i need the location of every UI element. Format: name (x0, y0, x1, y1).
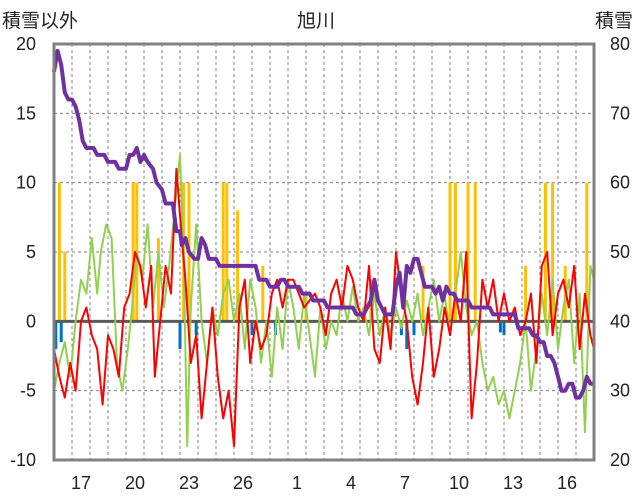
snowfall-bar-7 (221, 182, 225, 322)
precip-bar-1 (59, 321, 63, 343)
snowfall-bar-18 (524, 265, 528, 322)
x-tick-label: 1 (292, 473, 302, 493)
x-tick-label: 20 (125, 473, 145, 493)
snowfall-bar-14 (448, 182, 452, 322)
precip-bar-4 (250, 321, 254, 336)
y-left-tick-label: -5 (20, 381, 36, 401)
precip-bar-2 (178, 321, 182, 350)
x-tick-label: 17 (71, 473, 91, 493)
y-left-tick-label: -10 (10, 450, 36, 470)
x-tick-label: 23 (179, 473, 199, 493)
lines-layer (52, 48, 595, 448)
precip-bar-3 (194, 321, 198, 336)
y-right-tick-label: 30 (610, 381, 630, 401)
y-left-tick-label: 0 (26, 311, 36, 331)
snowfall-bar-1 (63, 252, 67, 322)
precip-bar-9 (498, 321, 502, 333)
y-left-tick-label: 5 (26, 242, 36, 262)
snowfall-bar-20 (551, 182, 555, 322)
y-left-tick-label: 20 (16, 34, 36, 54)
snowfall-bar-2 (131, 182, 135, 322)
snowfall-bar-16 (466, 182, 470, 322)
x-tick-label: 26 (233, 473, 253, 493)
y-right-tick-label: 70 (610, 103, 630, 123)
snow_depth-line (52, 48, 594, 400)
y-right-tick-label: 50 (610, 242, 630, 262)
snowfall-bar-10 (261, 265, 265, 322)
snowfall-bar-8 (225, 182, 229, 322)
snowfall-bar-19 (543, 182, 547, 322)
precip-bar-0 (54, 321, 58, 350)
y-right-tick-label: 20 (610, 450, 630, 470)
x-tick-label: 10 (449, 473, 469, 493)
precip-bar-10 (502, 321, 506, 336)
y-right-tick-label: 80 (610, 34, 630, 54)
y-right-tick-label: 60 (610, 173, 630, 193)
chart-title: 旭川 (297, 10, 335, 32)
x-tick-label: 16 (557, 473, 577, 493)
snowfall-bar-4 (156, 238, 160, 322)
snowfall-bar-0 (57, 182, 61, 322)
y-left-tick-label: 10 (16, 173, 36, 193)
y-right-tick-label: 40 (610, 311, 630, 331)
x-tick-label: 13 (503, 473, 523, 493)
max_temp-line (53, 167, 595, 448)
snowfall-bar-17 (473, 182, 477, 322)
x-tick-label: 4 (346, 473, 356, 493)
y-left-axis-label: 積雪以外 (2, 10, 78, 32)
precip-bar-8 (412, 321, 416, 336)
plot-frame (52, 42, 596, 462)
x-tick-label: 7 (400, 473, 410, 493)
y-left-tick-label: 15 (16, 103, 36, 123)
snowfall-bar-22 (585, 182, 589, 322)
snowfall-bar-13 (421, 265, 425, 322)
y-right-axis-label: 積雪 (595, 10, 633, 32)
snowfall-bar-15 (453, 182, 457, 322)
precip-bar-7 (405, 321, 409, 350)
